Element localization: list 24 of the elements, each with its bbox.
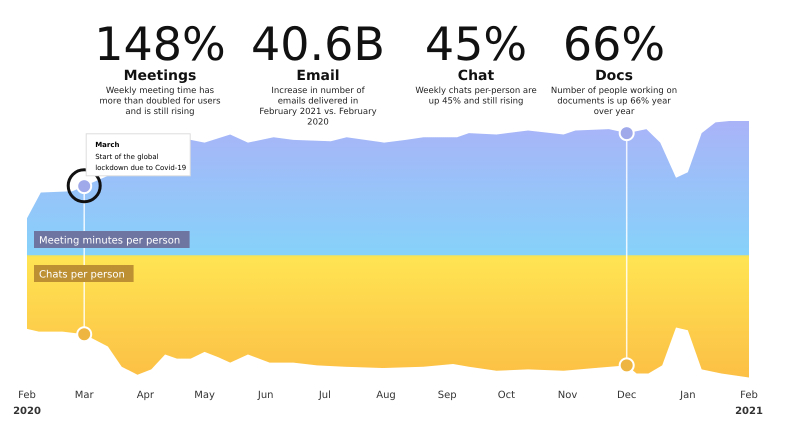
x-tick-label: Mar	[74, 390, 95, 401]
x-tick-label: Sep	[438, 390, 457, 401]
x-tick-label: Nov	[558, 390, 578, 401]
text: Chat	[458, 68, 494, 84]
text: Docs	[595, 68, 633, 84]
x-tick-label: Feb 2021	[735, 390, 763, 417]
text: Meetings	[124, 68, 196, 84]
x-tick-label: Dec	[617, 390, 636, 401]
annotation: Increase in number of emails delivered in February 2021 vs. February 2020	[259, 86, 377, 128]
text: Weekly chats per-person are up 45% and still rising	[415, 86, 537, 106]
x-tick-label: Oct	[498, 390, 516, 401]
text: Weekly meeting time has more than doubled for users and is still rising	[99, 86, 222, 117]
x-tick-label: May	[194, 390, 215, 401]
x-tick-label: Jul	[318, 390, 331, 401]
x-tick-label: Jun	[256, 390, 274, 401]
series-label: Chats per person	[39, 270, 125, 280]
text: Number of people working on documents is up 66% year over year	[550, 86, 678, 117]
series-label: Meeting minutes per person	[39, 236, 180, 246]
text: Email	[296, 68, 340, 84]
x-tick-label: Apr	[136, 390, 155, 401]
text: 66%	[562, 17, 666, 71]
x-tick-label: Feb 2020	[13, 390, 41, 417]
x-tick-label: Aug	[376, 390, 396, 401]
x-tick-label: Jan	[679, 390, 696, 401]
